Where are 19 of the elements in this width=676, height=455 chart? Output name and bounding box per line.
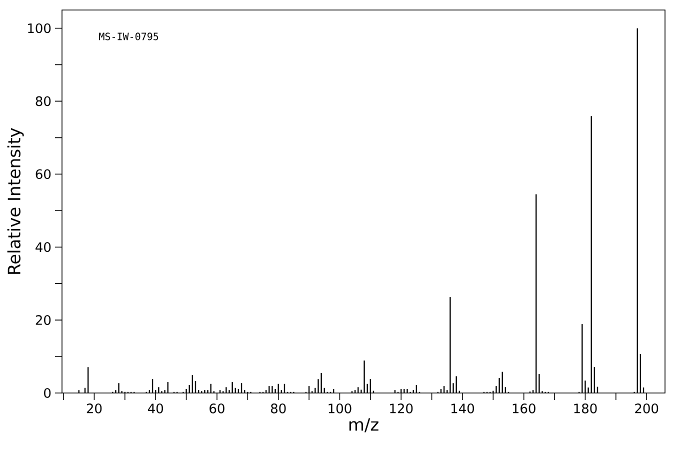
x-tick-label: 160 [512, 404, 536, 414]
x-tick-label: 140 [451, 404, 474, 414]
y-tick-label: 80 [36, 96, 51, 106]
x-tick-label: 80 [270, 404, 286, 414]
y-axis-title: Relative Intensity [7, 128, 24, 274]
y-tick-label: 0 [44, 388, 51, 398]
y-tick-label: 40 [36, 242, 51, 252]
x-tick-label: 200 [635, 404, 658, 414]
x-tick-label: 120 [390, 404, 413, 414]
x-axis-title: m/z [349, 418, 378, 432]
y-tick-label: 100 [28, 23, 51, 34]
x-tick-label: 180 [574, 404, 597, 414]
y-tick-label: 20 [36, 315, 51, 325]
x-tick-label: 20 [86, 404, 102, 414]
x-tick-label: 40 [148, 404, 163, 414]
annotation: MS-IW-0795 [99, 32, 158, 40]
x-tick-label: 60 [210, 404, 224, 414]
x-tick-label: 100 [328, 404, 352, 414]
y-tick-label: 60 [36, 169, 51, 180]
